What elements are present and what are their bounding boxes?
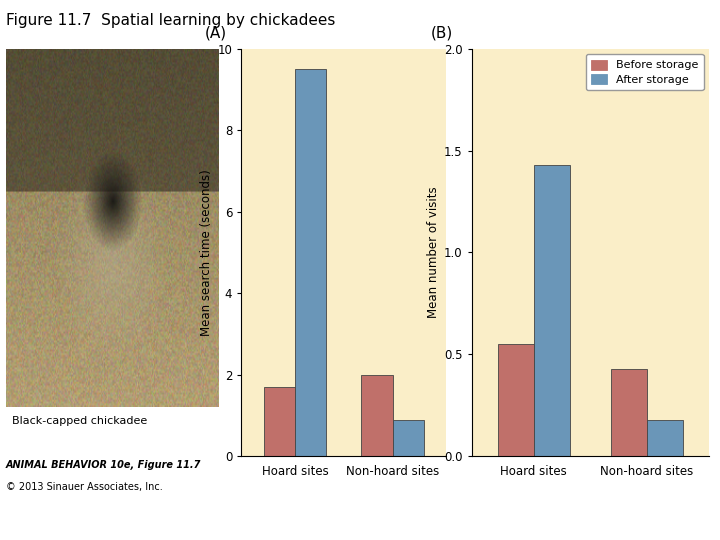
Text: ANIMAL BEHAVIOR 10e, Figure 11.7: ANIMAL BEHAVIOR 10e, Figure 11.7 xyxy=(6,460,201,470)
Y-axis label: Mean number of visits: Mean number of visits xyxy=(427,187,440,318)
Text: © 2013 Sinauer Associates, Inc.: © 2013 Sinauer Associates, Inc. xyxy=(6,482,163,492)
Text: Figure 11.7  Spatial learning by chickadees: Figure 11.7 Spatial learning by chickade… xyxy=(6,14,335,29)
Bar xyxy=(611,369,647,456)
Bar xyxy=(498,344,534,456)
Bar xyxy=(361,375,392,456)
Text: (B): (B) xyxy=(431,25,454,40)
Bar xyxy=(264,387,295,456)
Bar xyxy=(534,165,570,456)
Bar xyxy=(295,69,326,456)
Legend: Before storage, After storage: Before storage, After storage xyxy=(585,54,703,90)
Y-axis label: Mean search time (seconds): Mean search time (seconds) xyxy=(200,169,213,336)
Bar xyxy=(392,420,424,456)
Text: (A): (A) xyxy=(204,25,226,40)
Bar xyxy=(647,420,683,456)
Text: Black-capped chickadee: Black-capped chickadee xyxy=(12,416,148,426)
